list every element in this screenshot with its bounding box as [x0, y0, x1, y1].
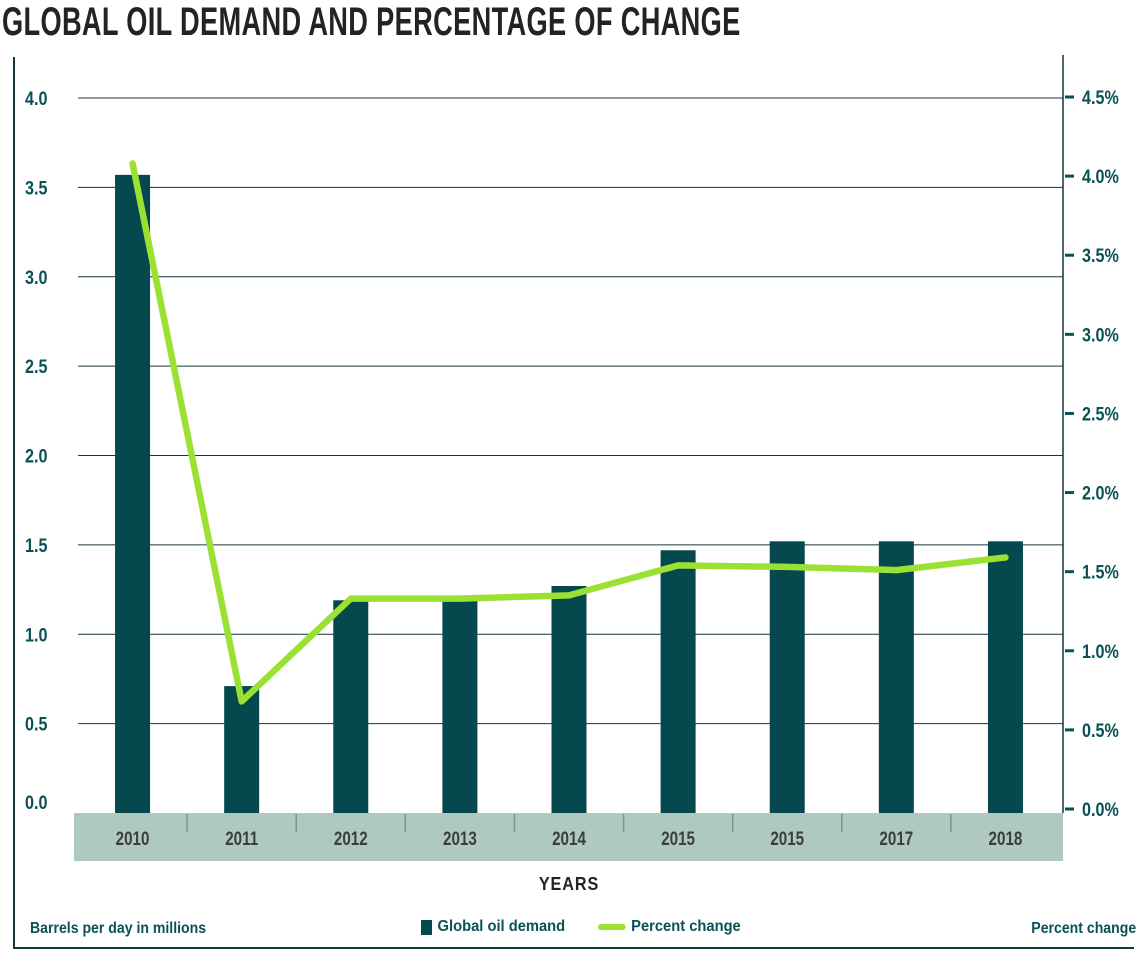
chart-title: GLOBAL OIL DEMAND AND PERCENTAGE OF CHAN… — [2, 0, 741, 44]
legend-item-global-oil-demand: Global oil demand — [421, 918, 565, 936]
bar-2015 — [769, 541, 805, 813]
year-label: 2015 — [661, 827, 695, 849]
right-axis-tick-label: 1.0% — [1082, 641, 1119, 663]
left-axis-tick-label: 1.5 — [25, 535, 48, 557]
bar-2014 — [551, 585, 587, 813]
right-axis-tick-label: 2.0% — [1082, 482, 1119, 504]
legend-row: Barrels per day in millions Global oil d… — [0, 918, 1140, 940]
left-axis-tick-label: 2.0 — [25, 445, 48, 467]
year-label: 2015 — [770, 827, 804, 849]
left-axis-tick-label: 3.0 — [25, 267, 48, 289]
bar-2010 — [115, 174, 151, 814]
percent-change-line — [129, 160, 1009, 705]
left-axis-tick-label: 0.5 — [25, 713, 48, 735]
year-label: 2013 — [443, 827, 477, 849]
left-axis-tick-label: 3.5 — [25, 177, 48, 199]
right-axis-tick-label: 4.5% — [1082, 87, 1119, 109]
bar-2018 — [987, 541, 1023, 813]
left-axis-tick-label: 1.0 — [25, 624, 48, 646]
oil-demand-marker-icon — [421, 919, 433, 935]
year-label: 2014 — [552, 827, 586, 849]
right-axis-note: Percent change — [1031, 920, 1136, 937]
right-axis-tick-label: 0.5% — [1082, 720, 1119, 742]
bar-2013 — [442, 600, 478, 813]
bar-2015 — [660, 550, 696, 813]
x-axis-band — [74, 813, 1063, 861]
right-axis-tick-label: 3.5% — [1082, 245, 1119, 267]
left-axis-tick-label: 4.0 — [25, 88, 48, 110]
year-label: 2012 — [334, 827, 368, 849]
left-axis-note: Barrels per day in millions — [30, 920, 207, 937]
year-label: 2011 — [225, 827, 258, 849]
year-label: 2010 — [116, 827, 150, 849]
bar-2011 — [224, 686, 260, 813]
right-axis-tick-label: 0.0% — [1082, 799, 1119, 821]
right-axis-tick-label: 3.0% — [1082, 324, 1119, 346]
x-axis-title: YEARS — [538, 874, 600, 894]
bar-2017 — [878, 541, 914, 813]
left-axis-tick-label: 2.5 — [25, 356, 48, 378]
year-label: 2017 — [879, 827, 913, 849]
percent-change-marker-icon — [597, 924, 626, 930]
legend-label-global-oil-demand: Global oil demand — [437, 918, 566, 935]
left-axis-tick-label: 0.0 — [25, 792, 48, 814]
right-axis-tick-label: 2.5% — [1082, 403, 1119, 425]
right-axis-tick-label: 4.0% — [1082, 166, 1119, 188]
legend-label-percent-change: Percent change — [630, 918, 741, 935]
right-axis-tick-label: 1.5% — [1082, 561, 1119, 583]
year-label: 2018 — [989, 827, 1023, 849]
legend-item-percent-change: Percent change — [597, 918, 741, 936]
bar-2012 — [333, 600, 369, 813]
legend: Global oil demand Percent change — [421, 918, 753, 936]
